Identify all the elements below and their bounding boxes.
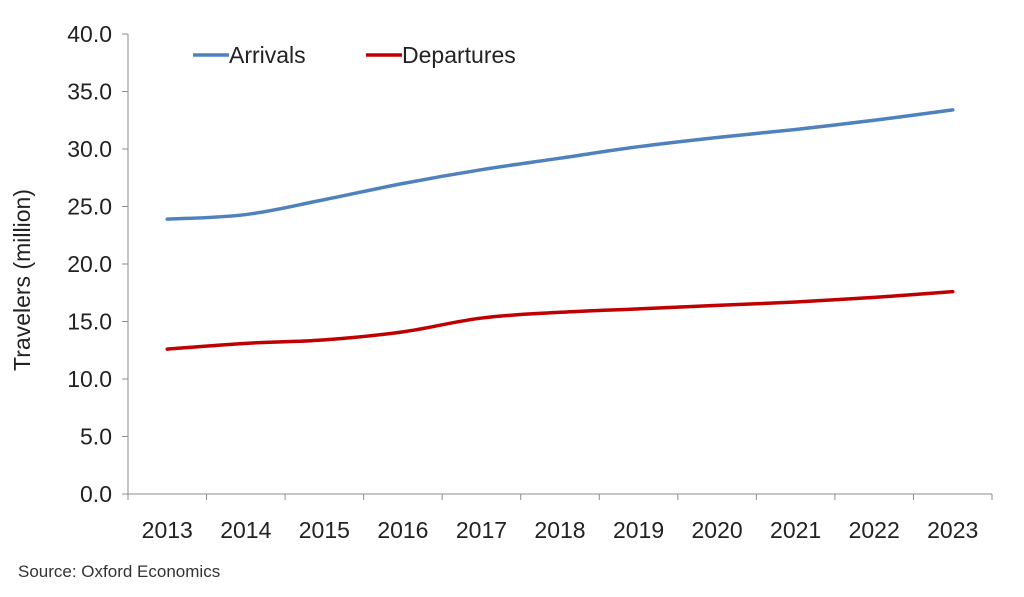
y-tick-label: 15.0 (67, 309, 112, 335)
x-tick-labels: 2013 2014 2015 2016 2017 2018 2019 2020 2021 2022… (142, 517, 979, 543)
x-tick-label: 2021 (770, 517, 821, 543)
x-tick-label: 2015 (299, 517, 350, 543)
y-axis-title: Travelers (million) (9, 189, 35, 371)
series-line-departures (165, 289, 955, 351)
y-tick-label: 10.0 (67, 366, 112, 392)
y-tick-label: 25.0 (67, 194, 112, 220)
y-tick-label: 20.0 (67, 251, 112, 277)
x-tick-label: 2019 (613, 517, 664, 543)
x-tick-label: 2017 (456, 517, 507, 543)
legend: Arrivals Departures (193, 42, 516, 68)
x-tick-label: 2022 (849, 517, 900, 543)
x-tick-label: 2016 (377, 517, 428, 543)
legend-label-arrivals: Arrivals (229, 42, 306, 68)
y-tick-label: 40.0 (67, 21, 112, 47)
x-tick-label: 2020 (692, 517, 743, 543)
y-tick-label: 30.0 (67, 136, 112, 162)
y-tick-label: 0.0 (80, 481, 112, 507)
y-tick-label: 5.0 (80, 424, 112, 450)
source-note: Source: Oxford Economics (18, 562, 221, 581)
x-tick-label: 2014 (220, 517, 271, 543)
series-lines (165, 108, 955, 351)
y-tick-label: 35.0 (67, 79, 112, 105)
series-line-arrivals (165, 108, 955, 221)
axes (122, 33, 993, 500)
legend-label-departures: Departures (402, 42, 516, 68)
y-tick-labels: 0.0 5.0 10.0 15.0 20.0 25.0 30.0 35.0 40.0 (67, 21, 112, 507)
x-tick-label: 2018 (534, 517, 585, 543)
x-tick-label: 2023 (927, 517, 978, 543)
x-tick-label: 2013 (142, 517, 193, 543)
